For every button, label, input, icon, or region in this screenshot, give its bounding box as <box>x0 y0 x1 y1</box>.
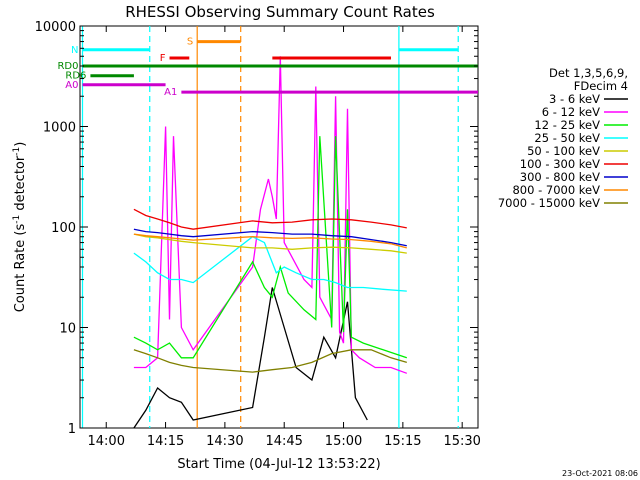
y-tick-label-1: 10 <box>59 322 76 337</box>
flag-label-a1: A1 <box>164 87 177 98</box>
flag-label-n: N <box>71 45 78 56</box>
series-line-2 <box>133 136 408 359</box>
flag-label-f: F <box>160 53 166 64</box>
legend-label-4: 50 - 100 keV <box>527 144 600 158</box>
flag-label-s: S <box>187 37 193 48</box>
y-tick-label-3: 1000 <box>43 121 76 136</box>
x-axis-ticks: 14:00 14:15 14:30 14:45 15:00 15:15 15:30 <box>88 26 481 449</box>
series-line-3 <box>133 235 407 292</box>
timestamp: 23-Oct-2021 08:06 <box>562 469 638 478</box>
y-axis-label: Count Rate (s-1 detector-1) <box>12 142 28 313</box>
legend-label-3: 25 - 50 keV <box>534 131 600 145</box>
y-axis-ticks: 1 10 100 1000 10000 <box>35 20 478 437</box>
series-line-0 <box>133 287 368 429</box>
legend-header-2: FDecim 4 <box>574 79 628 93</box>
legend-label-0: 3 - 6 keV <box>549 92 600 106</box>
y-tick-label-4: 10000 <box>35 20 76 35</box>
flag-label-rd6: RD6 <box>65 71 86 82</box>
legend-label-8: 7000 - 15000 keV <box>498 196 600 210</box>
series-group <box>133 56 408 429</box>
series-line-1 <box>133 56 408 374</box>
y-tick-label-2: 100 <box>51 221 76 236</box>
x-tick-label-0: 14:00 <box>88 434 125 449</box>
x-axis-label: Start Time (04-Jul-12 13:53:22) <box>177 457 380 472</box>
x-tick-label-4: 15:00 <box>325 434 362 449</box>
x-tick-label-3: 14:45 <box>265 434 302 449</box>
legend-header-1: Det 1,3,5,6,9, <box>549 66 628 80</box>
series-line-4 <box>133 233 407 254</box>
series-line-5 <box>133 208 407 230</box>
x-tick-label-6: 15:30 <box>443 434 480 449</box>
flag-label-a0: A0 <box>65 80 78 91</box>
series-line-8 <box>133 349 407 373</box>
legend-label-2: 12 - 25 keV <box>534 118 600 132</box>
legend-label-6: 300 - 800 keV <box>520 170 600 184</box>
legend-label-7: 800 - 7000 keV <box>512 183 600 197</box>
series-line-7 <box>133 233 407 249</box>
flag-label-rd0: RD0 <box>57 61 78 72</box>
chart-title: RHESSI Observing Summary Count Rates <box>125 3 435 21</box>
series-line-6 <box>133 228 407 247</box>
legend-label-1: 6 - 12 keV <box>542 105 600 119</box>
x-tick-label-5: 15:15 <box>384 434 421 449</box>
y-tick-label-0: 1 <box>68 422 76 437</box>
x-tick-label-2: 14:30 <box>206 434 243 449</box>
legend-label-5: 100 - 300 keV <box>520 157 600 171</box>
x-tick-label-1: 14:15 <box>147 434 184 449</box>
